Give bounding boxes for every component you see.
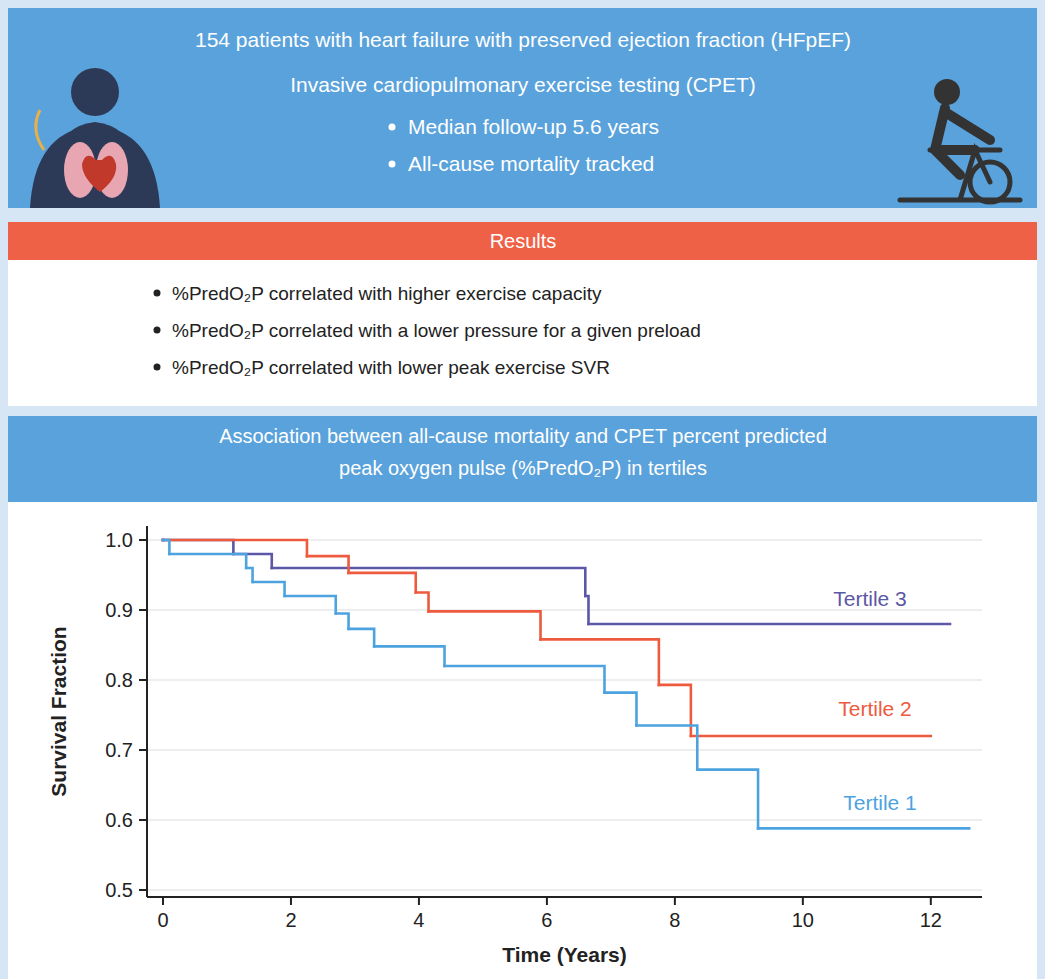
icon-rider-body	[935, 108, 990, 175]
x-tick	[802, 897, 804, 905]
km-step	[445, 666, 605, 693]
chart-title: peak oxygen pulse (%PredO₂P) in tertiles	[339, 457, 707, 479]
header-panel	[8, 8, 1037, 208]
bullet-dot	[154, 290, 161, 297]
x-axis-title: Time (Years)	[502, 943, 627, 966]
km-step	[659, 685, 691, 736]
header-bullet: Median follow-up 5.6 years	[408, 115, 659, 138]
y-tick-label: 0.5	[105, 879, 133, 901]
km-step	[349, 629, 375, 647]
header-subtitle: Invasive cardiopulmonary exercise testin…	[290, 73, 756, 96]
y-tick	[139, 679, 147, 681]
icon-rider-head	[934, 79, 960, 105]
plot-area	[163, 540, 969, 828]
x-tick	[546, 897, 548, 905]
km-step	[169, 554, 246, 568]
grid-line	[147, 820, 982, 821]
chart-header	[8, 416, 1037, 502]
km-step	[416, 593, 429, 612]
infographic: 154 patients with heart failure with pre…	[0, 0, 1045, 979]
icon-head	[71, 68, 119, 116]
page-background	[0, 0, 1045, 979]
km-step	[285, 596, 336, 614]
results-panel	[8, 260, 1037, 406]
cyclist-icon	[900, 79, 1020, 202]
km-step	[758, 827, 969, 830]
x-tick-label: 10	[792, 909, 814, 931]
x-axis	[147, 896, 982, 898]
grid-line	[147, 680, 982, 681]
y-axis	[146, 526, 148, 897]
km-step	[246, 568, 252, 582]
x-tick	[674, 897, 676, 905]
y-axis-title: Survival Fraction	[47, 626, 70, 796]
results-title: Results	[490, 230, 557, 252]
icon-shoulders	[30, 128, 160, 208]
km-step	[349, 573, 416, 593]
km-step	[163, 540, 169, 554]
series-line	[163, 540, 969, 828]
series-label: Tertile 1	[843, 791, 917, 814]
x-tick-label: 6	[541, 909, 552, 931]
x-tick-label: 12	[920, 909, 942, 931]
y-tick	[139, 539, 147, 541]
km-step	[374, 646, 444, 666]
grid-line	[147, 750, 982, 751]
bullet-dot	[389, 161, 396, 168]
km-step	[163, 540, 233, 554]
y-tick	[139, 819, 147, 821]
km-step	[697, 770, 758, 829]
x-tick	[290, 897, 292, 905]
icon-catheter	[36, 110, 44, 150]
chart-title: Association between all-cause mortality …	[219, 425, 827, 447]
km-step	[307, 556, 349, 573]
y-tick-label: 1.0	[105, 529, 133, 551]
x-tick-label: 2	[285, 909, 296, 931]
results-bullet: %PredO₂P correlated with higher exercise…	[172, 283, 602, 304]
km-step	[253, 582, 285, 596]
series-label: Tertile 3	[833, 587, 907, 610]
grid-line	[147, 890, 982, 891]
km-step	[429, 611, 541, 639]
series-line	[163, 540, 950, 624]
y-tick	[139, 609, 147, 611]
chart-panel	[8, 502, 1037, 979]
x-tick-label: 4	[413, 909, 424, 931]
x-tick	[418, 897, 420, 905]
x-tick	[162, 897, 164, 905]
km-step	[585, 596, 588, 624]
header-title: 154 patients with heart failure with pre…	[195, 28, 851, 51]
y-tick-label: 0.8	[105, 669, 133, 691]
results-bullet: %PredO₂P correlated with lower peak exer…	[172, 357, 610, 378]
x-tick-label: 8	[669, 909, 680, 931]
bullet-dot	[389, 124, 396, 131]
y-tick	[139, 889, 147, 891]
bullet-dot	[154, 327, 161, 334]
x-tick	[930, 897, 932, 905]
person-icon	[30, 68, 160, 208]
header-bullet: All-cause mortality tracked	[408, 152, 654, 175]
y-tick-label: 0.6	[105, 809, 133, 831]
series-line	[163, 540, 931, 736]
km-step	[604, 693, 636, 726]
km-step	[336, 614, 349, 629]
km-step	[691, 735, 931, 738]
bullet-dot	[154, 364, 161, 371]
series-label: Tertile 2	[838, 697, 912, 720]
y-tick-label: 0.7	[105, 739, 133, 761]
km-step	[541, 639, 659, 685]
icon-heart	[82, 156, 116, 192]
results-bullet: %PredO₂P correlated with a lower pressur…	[172, 320, 701, 341]
x-tick-label: 0	[157, 909, 168, 931]
km-step	[636, 726, 697, 770]
km-step	[588, 623, 950, 626]
y-tick	[139, 749, 147, 751]
results-bar	[8, 222, 1037, 260]
km-step	[233, 554, 271, 568]
y-tick-label: 0.9	[105, 599, 133, 621]
